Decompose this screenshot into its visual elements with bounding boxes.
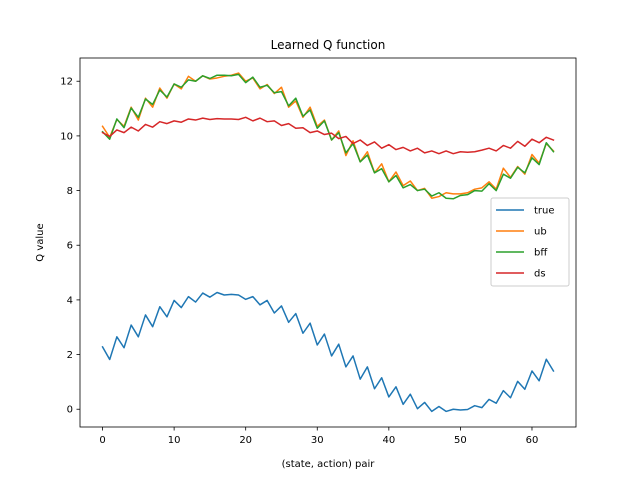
x-tick-label: 20	[239, 435, 252, 446]
x-tick-label: 60	[526, 435, 539, 446]
x-tick-label: 50	[454, 435, 467, 446]
legend-label-ub: ub	[534, 227, 547, 238]
x-axis-label: (state, action) pair	[282, 459, 376, 470]
axes-frame	[79, 57, 577, 428]
y-tick-label: 4	[67, 295, 73, 306]
x-tick-label: 0	[99, 435, 105, 446]
y-tick-label: 8	[67, 186, 73, 197]
legend-box	[490, 197, 570, 287]
y-tick-label: 12	[60, 77, 73, 88]
y-axis-label: Q value	[35, 223, 46, 261]
series-line-ds	[101, 116, 555, 155]
x-tick-label: 40	[382, 435, 395, 446]
y-tick-label: 6	[67, 241, 73, 252]
legend-label-true: true	[534, 206, 555, 217]
legend-label-bff: bff	[534, 248, 548, 259]
x-tick-label: 10	[168, 435, 181, 446]
x-tick-label: 30	[311, 435, 324, 446]
y-tick-label: 2	[67, 350, 73, 361]
y-tick-label: 0	[67, 405, 73, 416]
x-axis: 0 10 20 30 40 50 60	[99, 427, 538, 446]
chart-title: Learned Q function	[271, 38, 386, 52]
series-line-true	[101, 291, 555, 413]
y-axis: 0 2 4 6 8 10 12	[60, 77, 80, 416]
legend-label-ds: ds	[534, 269, 546, 280]
series-layer	[101, 72, 555, 413]
legend: true ub bff ds	[490, 197, 570, 287]
y-tick-label: 10	[60, 131, 73, 142]
series-line-bff	[101, 73, 555, 200]
